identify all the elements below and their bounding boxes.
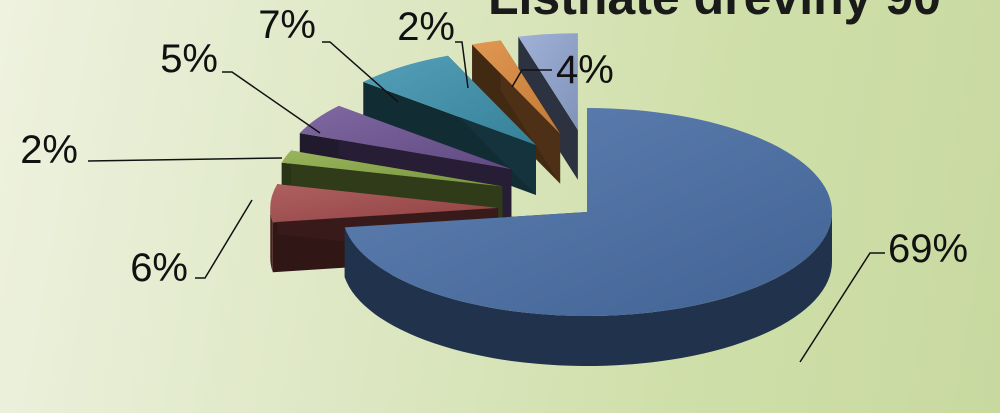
data-label: 7%	[258, 3, 316, 47]
data-label: 4%	[556, 48, 614, 92]
slice-shading	[344, 108, 833, 317]
slice-shading	[363, 55, 536, 146]
leader-line	[195, 199, 253, 279]
chart-title: Listnaté dreviny 90	[488, 0, 941, 22]
slice-shading	[299, 105, 512, 170]
leader-line	[511, 69, 552, 88]
leader-lines	[87, 41, 885, 363]
data-labels: 69% 6% 2% 5% 7% 2% 4%	[20, 3, 968, 290]
data-label: 2%	[20, 128, 78, 172]
leader-line	[87, 157, 283, 162]
leader-line	[455, 41, 469, 89]
slice-side	[270, 207, 273, 273]
slice-shading	[270, 184, 499, 223]
leader-line	[799, 252, 885, 363]
data-label: 2%	[397, 5, 455, 49]
slice-side	[344, 212, 832, 366]
slice-wall	[518, 36, 578, 180]
leader-line	[322, 41, 399, 103]
leader-line	[222, 71, 321, 134]
data-label: 6%	[130, 246, 188, 290]
data-label: 69%	[888, 227, 968, 271]
pie-top-layer	[270, 33, 833, 317]
slice-shading	[472, 40, 561, 134]
slice-shading	[518, 33, 578, 130]
data-label: 5%	[160, 37, 218, 81]
slice-shading	[281, 150, 503, 187]
